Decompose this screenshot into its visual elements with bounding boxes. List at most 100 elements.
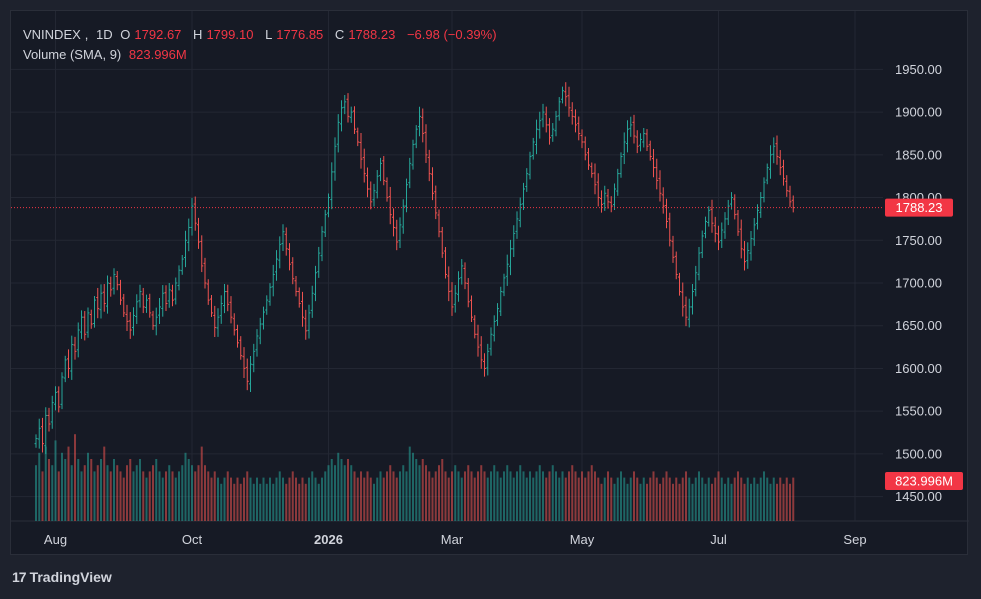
volume-bar xyxy=(204,465,206,521)
volume-bar xyxy=(551,465,554,521)
volume-bar xyxy=(620,471,622,521)
volume-bar xyxy=(483,471,486,521)
price-axis: 1450.00 1500.00 1550.00 1600.00 1650.00 1700.… xyxy=(895,62,942,504)
volume-bar xyxy=(285,483,288,521)
volume-bar xyxy=(782,483,785,521)
volume-bar xyxy=(402,465,405,521)
volume-bar xyxy=(158,471,161,521)
volume-bar xyxy=(535,471,538,521)
close-label: C xyxy=(334,27,345,42)
volume-bar xyxy=(668,477,671,521)
volume-bar xyxy=(395,477,398,521)
volume-bar xyxy=(639,483,642,521)
volume-bar xyxy=(597,477,600,521)
volume-bar xyxy=(776,483,778,521)
volume-bar xyxy=(106,465,109,521)
volume-bar xyxy=(451,471,453,521)
volume-bar xyxy=(135,465,138,521)
volume-bar xyxy=(356,477,359,521)
price-chart[interactable]: 1450.00 1500.00 1550.00 1600.00 1650.00 1700.… xyxy=(11,11,969,556)
volume-bar xyxy=(61,452,63,521)
volume-bar xyxy=(506,465,509,521)
volume-bar xyxy=(464,471,466,521)
volume-bar xyxy=(249,477,252,521)
volume-bar xyxy=(789,483,791,521)
volume-bar xyxy=(610,477,613,521)
volume-bar xyxy=(613,483,616,521)
low-value: 1776.85 xyxy=(276,27,324,42)
time-axis: Aug Oct 2026 Mar May Jul Sep xyxy=(44,532,867,547)
volume-bar xyxy=(740,477,743,521)
time-tick-label: Sep xyxy=(843,532,866,547)
volume-bar xyxy=(532,477,535,521)
chart-frame[interactable]: 1450.00 1500.00 1550.00 1600.00 1650.00 1700.… xyxy=(10,10,969,556)
volume-indicator-value: 823.996M xyxy=(128,47,187,62)
volume-bar xyxy=(473,477,476,521)
volume-bar xyxy=(269,477,271,521)
price-tick-label: 1850.00 xyxy=(895,147,942,162)
volume-bars xyxy=(35,434,795,521)
volume-bar xyxy=(252,483,255,521)
time-tick-label: Aug xyxy=(44,532,67,547)
volume-bar xyxy=(418,465,421,521)
interval-label[interactable]: 1D xyxy=(96,27,113,42)
volume-bar xyxy=(542,471,544,521)
volume-bar xyxy=(561,471,564,521)
volume-bar xyxy=(184,452,187,521)
volume-bar xyxy=(496,471,499,521)
volume-bar xyxy=(191,465,193,521)
volume-bar xyxy=(178,471,180,521)
volume-bar xyxy=(230,477,232,521)
volume-bar xyxy=(340,459,343,521)
price-tick-label: 1500.00 xyxy=(895,446,942,461)
symbol-name[interactable]: VNINDEX xyxy=(23,27,81,42)
volume-bar xyxy=(197,465,200,521)
volume-bar xyxy=(529,471,531,521)
volume-bar xyxy=(421,459,424,521)
volume-bar xyxy=(607,471,609,521)
volume-bar xyxy=(655,477,658,521)
time-tick-label: Jul xyxy=(710,532,727,547)
volume-bar xyxy=(347,459,349,521)
volume-bar xyxy=(93,471,96,521)
volume-badge: 823.996M xyxy=(885,472,963,490)
volume-bar xyxy=(564,477,567,521)
volume-bar xyxy=(642,477,645,521)
volume-bar xyxy=(77,459,80,521)
volume-bar xyxy=(785,477,788,521)
volume-bar xyxy=(226,471,229,521)
volume-bar xyxy=(698,471,700,521)
volume-bar xyxy=(672,483,674,521)
volume-bar xyxy=(493,465,496,521)
volume-bar xyxy=(239,483,242,521)
volume-bar xyxy=(704,483,707,521)
volume-bar xyxy=(399,471,401,521)
open-value: 1792.67 xyxy=(134,27,182,42)
volume-bar xyxy=(480,465,483,521)
volume-bar xyxy=(165,471,167,521)
volume-bar xyxy=(460,477,463,521)
volume-bar xyxy=(64,459,67,521)
volume-bar xyxy=(750,483,752,521)
open-label: O xyxy=(120,27,131,42)
volume-bar xyxy=(389,465,392,521)
tradingview-wordmark: TradingView xyxy=(29,569,112,585)
volume-bar xyxy=(379,471,382,521)
price-tick-label: 1950.00 xyxy=(895,62,942,77)
volume-bar xyxy=(717,471,720,521)
volume-bar xyxy=(74,434,76,521)
volume-bar xyxy=(525,477,528,521)
volume-bar xyxy=(220,483,223,521)
tradingview-logo[interactable]: 17 TradingView xyxy=(12,569,112,585)
high-label: H xyxy=(193,27,203,42)
volume-indicator-label[interactable]: Volume (SMA, 9) xyxy=(23,47,122,62)
price-tick-label: 1600.00 xyxy=(895,361,942,376)
volume-bar xyxy=(35,465,37,521)
volume-bar xyxy=(152,465,154,521)
volume-bar xyxy=(80,471,83,521)
volume-bar xyxy=(434,471,437,521)
volume-bar xyxy=(603,477,606,521)
volume-bar xyxy=(259,483,262,521)
volume-bar xyxy=(314,477,317,521)
volume-bar xyxy=(470,471,473,521)
